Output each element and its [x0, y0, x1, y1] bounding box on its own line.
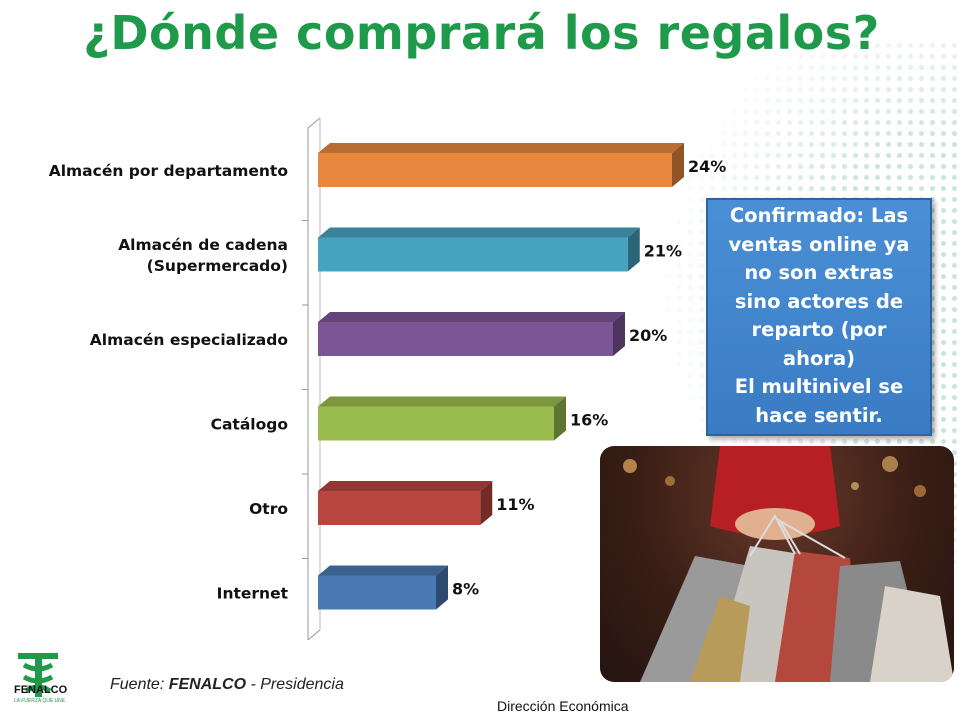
bar-side	[672, 143, 684, 187]
bar-side	[436, 565, 448, 610]
bar	[318, 322, 613, 356]
value-label: 21%	[644, 242, 682, 261]
category-label: Almacén especializado	[90, 331, 288, 349]
bar	[318, 153, 672, 187]
callout-line: reparto (por	[751, 318, 887, 341]
bar-side	[554, 396, 566, 441]
value-label: 8%	[452, 580, 479, 599]
bar-top	[318, 227, 640, 238]
bar	[318, 237, 628, 272]
callout-line: El multinivel se	[734, 375, 904, 398]
bar-side	[627, 227, 640, 272]
bar-top	[318, 565, 448, 576]
fenalco-logo-icon	[18, 653, 58, 697]
callout-box: Confirmado: Las ventas online ya no son …	[706, 198, 932, 436]
bar	[318, 491, 481, 525]
bar-top	[318, 143, 684, 153]
value-label: 11%	[496, 495, 534, 514]
bar-top	[318, 481, 493, 491]
callout-line: Confirmado: Las	[729, 204, 909, 227]
bar	[318, 406, 554, 441]
category-label: Internet	[217, 585, 289, 603]
callout-line: hace sentir.	[755, 403, 883, 427]
callout-line: ventas online ya	[728, 232, 910, 256]
category-label: Catálogo	[211, 416, 288, 434]
category-label: Otro	[249, 500, 288, 518]
shopping-bags-illustration	[623, 446, 954, 682]
source-suffix: - Presidencia	[246, 676, 344, 693]
source-note: Fuente: FENALCO - Presidencia	[110, 676, 344, 694]
bar-side	[613, 312, 625, 356]
logo-name: FENALCO	[14, 684, 68, 696]
callout-line: ahora)	[782, 346, 856, 370]
logo-tagline: LA FUERZA QUE UNE	[14, 698, 66, 704]
value-label: 24%	[688, 157, 726, 176]
callout-line: sino actores de	[734, 289, 904, 313]
category-label: Almacén por departamento	[49, 162, 288, 180]
category-label: (Supermercado)	[147, 257, 288, 275]
bar-top	[318, 312, 625, 322]
source-prefix: Fuente:	[110, 676, 169, 693]
bar	[318, 575, 436, 610]
value-label: 20%	[629, 326, 667, 345]
footer-text: Dirección Económica	[497, 698, 629, 714]
page-title: ¿Dónde comprará los regalos?	[83, 6, 880, 60]
category-label: Almacén de cadena	[118, 236, 288, 254]
callout-line: no son extras	[744, 261, 894, 284]
axis-line-top	[307, 117, 321, 129]
bar-top	[318, 396, 566, 407]
value-label: 16%	[570, 411, 608, 430]
shopping-bags-photo	[600, 446, 954, 682]
source-org: FENALCO	[168, 676, 247, 693]
bar-side	[480, 481, 493, 525]
axis-line-bottom	[307, 629, 321, 641]
